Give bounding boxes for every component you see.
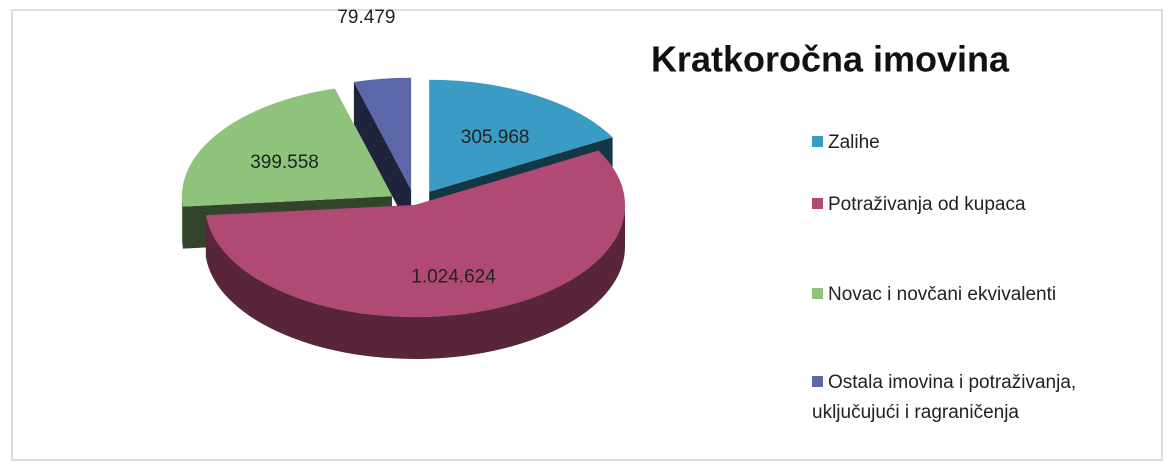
legend-label: Zalihe: [828, 132, 880, 153]
value-label: 305.968: [461, 127, 530, 148]
slice-wall: [205, 205, 625, 359]
slice: [205, 150, 626, 318]
legend-label: Ostala imovina i potraživanja, uključuju…: [812, 372, 1077, 423]
legend-label: Novac i novčani ekvivalenti: [828, 284, 1057, 305]
legend-item: Ostala imovina i potraživanja, uključuju…: [812, 368, 1112, 428]
legend-swatch: [812, 376, 823, 387]
legend-item: Novac i novčani ekvivalenti: [812, 280, 1112, 310]
slice: [429, 79, 613, 192]
legend-swatch: [812, 198, 823, 209]
value-label: 1.024.624: [411, 266, 496, 287]
legend-label: Potraživanja od kupaca: [828, 194, 1026, 215]
legend-item: Zalihe: [812, 128, 1112, 158]
chart-title: Kratkoročna imovina: [651, 39, 1010, 80]
slice-side: [353, 82, 412, 232]
slice-wall: [181, 196, 183, 249]
legend-swatch: [812, 136, 823, 147]
slice: [353, 77, 412, 190]
value-label: 79.479: [337, 7, 395, 28]
chart-border: [11, 9, 1163, 461]
value-label: 399.558: [250, 152, 319, 173]
legend-item: Potraživanja od kupaca: [812, 190, 1112, 220]
legend-swatch: [812, 288, 823, 299]
slice: [181, 88, 392, 207]
